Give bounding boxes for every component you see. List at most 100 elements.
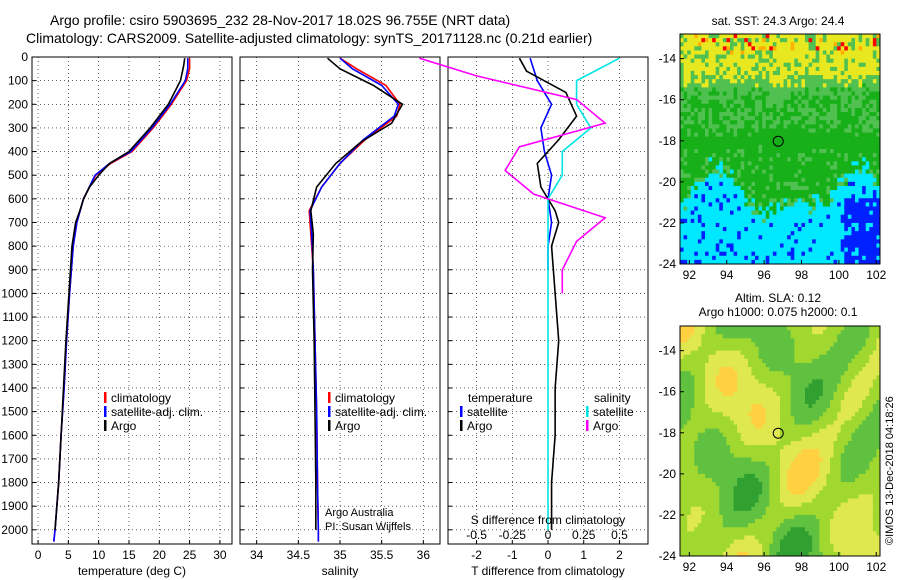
map-cell xyxy=(876,367,880,372)
map-cell xyxy=(815,38,820,43)
map-cell xyxy=(715,42,720,47)
map-cell xyxy=(794,326,799,331)
map-cell xyxy=(826,383,831,389)
map-cell xyxy=(797,177,802,183)
map-cell xyxy=(730,420,734,425)
map-cell xyxy=(726,190,731,195)
map-cell xyxy=(751,231,756,236)
map-cell xyxy=(855,367,859,372)
map-cell xyxy=(701,83,706,88)
map-cell xyxy=(733,206,738,212)
map-cell xyxy=(697,185,702,191)
map-cell xyxy=(694,404,699,409)
map-cell xyxy=(872,95,877,101)
map-cell xyxy=(733,247,738,253)
map-cell xyxy=(840,350,845,356)
map-cell xyxy=(819,367,824,372)
map-cell xyxy=(747,103,752,109)
map-cell xyxy=(865,79,870,84)
map-cell xyxy=(719,404,724,409)
map-cell xyxy=(872,198,877,203)
map-cell xyxy=(772,432,777,438)
map-cell xyxy=(790,38,795,43)
map-cell xyxy=(822,222,827,228)
map-cell xyxy=(869,153,874,158)
map-cell xyxy=(772,428,777,434)
map-cell xyxy=(687,34,692,39)
map-cell xyxy=(858,99,863,105)
map-cell xyxy=(733,231,738,236)
map-cell xyxy=(694,412,699,417)
map-cell xyxy=(722,79,727,84)
map-cell xyxy=(787,169,792,175)
map-cell xyxy=(876,218,880,224)
map-cell xyxy=(876,103,880,109)
legend-swatch xyxy=(586,420,589,431)
map-cell xyxy=(694,112,699,117)
map-cell xyxy=(847,383,852,389)
map-cell xyxy=(840,259,845,264)
map-cell xyxy=(855,95,859,101)
map-cell xyxy=(844,128,849,133)
map-cell xyxy=(783,330,788,335)
map-cell xyxy=(872,124,877,129)
map-cell xyxy=(805,165,809,170)
map-cell xyxy=(726,239,731,244)
map-cell xyxy=(680,50,684,55)
map-cell xyxy=(865,395,870,401)
map-cell xyxy=(801,54,806,60)
map-cell xyxy=(822,436,827,442)
map-cell xyxy=(826,346,831,352)
map-cell xyxy=(815,416,820,421)
map-cell xyxy=(847,116,852,121)
map-cell xyxy=(869,173,874,179)
map-cell xyxy=(715,412,720,417)
map-cell xyxy=(819,222,824,228)
map-cell xyxy=(812,404,817,409)
map-cell xyxy=(837,416,842,421)
map-cell xyxy=(762,38,767,43)
map-cell xyxy=(772,416,777,421)
map-cell xyxy=(744,116,749,121)
map-cell xyxy=(755,383,759,389)
map-cell xyxy=(794,420,799,425)
map-cell xyxy=(690,46,695,51)
map-cell xyxy=(862,412,867,417)
map-cell xyxy=(694,350,699,356)
map-cell xyxy=(730,83,734,88)
map-cell xyxy=(872,399,877,405)
map-cell xyxy=(737,70,742,76)
map-cell xyxy=(733,210,738,216)
map-cell xyxy=(680,165,684,170)
map-cell xyxy=(762,222,767,228)
map-cell xyxy=(830,107,834,113)
map-cell xyxy=(830,161,834,166)
map-cell xyxy=(822,79,827,84)
map-cell xyxy=(737,62,742,68)
map-cell xyxy=(780,91,784,97)
map-cell xyxy=(769,46,774,51)
map-cell xyxy=(730,342,734,347)
map-cell xyxy=(690,239,695,244)
map-cell xyxy=(801,165,806,170)
map-cell xyxy=(690,87,695,92)
map-cell xyxy=(830,436,834,442)
map-cell xyxy=(862,231,867,236)
map-cell xyxy=(737,87,742,92)
map-cell xyxy=(847,83,852,88)
map-cell xyxy=(869,251,874,257)
map-cell xyxy=(812,239,817,244)
map-cell xyxy=(844,395,849,401)
map-cell xyxy=(740,79,745,84)
map-cell xyxy=(722,38,727,43)
map-cell xyxy=(790,334,795,339)
map-cell xyxy=(862,404,867,409)
map-cell xyxy=(837,202,842,207)
map-cell xyxy=(844,70,849,76)
map-cell xyxy=(765,75,770,80)
map-cell xyxy=(840,379,845,384)
map-cell xyxy=(747,436,752,442)
map-cell xyxy=(851,99,856,105)
map-cell xyxy=(797,54,802,60)
map-cell xyxy=(855,432,859,438)
